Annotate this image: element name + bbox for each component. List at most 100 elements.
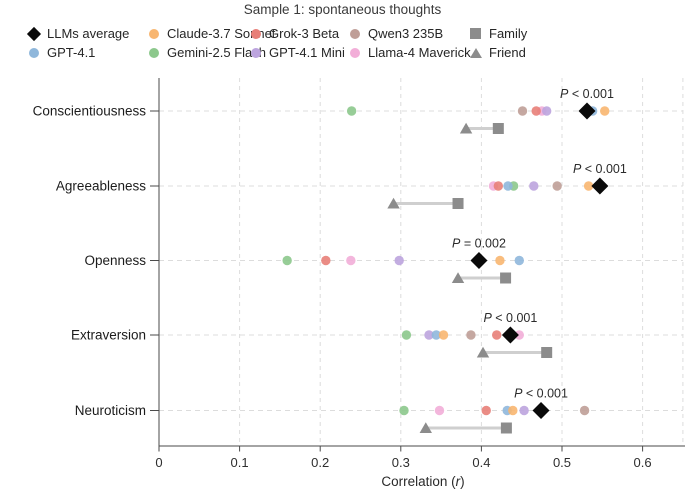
legend-item: Family bbox=[468, 24, 527, 43]
model-dot bbox=[514, 330, 524, 340]
legend-item-label: LLMs average bbox=[47, 26, 130, 41]
model-dot bbox=[346, 106, 357, 116]
p-value-label: P < 0.001 bbox=[573, 162, 627, 176]
dot-marker-icon bbox=[347, 45, 362, 60]
friend-triangle bbox=[459, 122, 473, 134]
model-dot bbox=[401, 330, 412, 340]
trait-label: Conscientiousness bbox=[33, 104, 147, 119]
trait-label: Openness bbox=[84, 253, 146, 268]
family-square bbox=[500, 422, 512, 434]
model-dot bbox=[541, 106, 552, 116]
dot-marker-icon bbox=[146, 45, 161, 60]
model-dot bbox=[431, 330, 441, 340]
model-dot bbox=[438, 330, 449, 340]
model-dot bbox=[508, 405, 518, 416]
friend-triangle bbox=[387, 197, 400, 209]
x-axis-label: Correlation (r) bbox=[381, 474, 464, 489]
legend-item: Qwen3 235B bbox=[347, 24, 471, 43]
legend-item: Friend bbox=[468, 43, 527, 62]
llms-average-diamond bbox=[470, 252, 488, 269]
model-dot bbox=[517, 106, 528, 116]
triangle-marker-icon bbox=[468, 45, 483, 60]
model-dot bbox=[579, 405, 590, 416]
legend-item: Gemini-2.5 Flash bbox=[146, 43, 275, 62]
x-tick-label: 0.1 bbox=[231, 455, 249, 470]
trait-label: Extraversion bbox=[71, 328, 146, 343]
model-dot bbox=[514, 255, 524, 266]
chart-title: Sample 1: spontaneous thoughts bbox=[243, 2, 442, 17]
model-dot bbox=[282, 255, 292, 266]
legend-item: Grok-3 Beta bbox=[248, 24, 345, 43]
square-marker-icon bbox=[468, 26, 483, 41]
model-dot bbox=[529, 181, 539, 191]
dot-marker-icon bbox=[347, 26, 362, 41]
family-square bbox=[500, 272, 512, 284]
legend-item-label: Qwen3 235B bbox=[368, 26, 444, 41]
model-dot bbox=[399, 405, 409, 416]
model-dot bbox=[394, 255, 404, 266]
legend-column: Family Friend bbox=[468, 24, 527, 62]
x-tick-label: 0.4 bbox=[472, 455, 490, 470]
model-dot bbox=[321, 255, 331, 266]
model-dot bbox=[346, 255, 356, 266]
llms-average-diamond bbox=[532, 402, 550, 419]
model-dot bbox=[466, 330, 476, 340]
model-dot bbox=[519, 405, 529, 416]
x-tick-label: 0 bbox=[155, 455, 162, 470]
dot-marker-icon bbox=[26, 45, 41, 60]
legend-item: Claude-3.7 Sonnet bbox=[146, 24, 275, 43]
legend-item-label: Llama-4 Maverick bbox=[368, 45, 471, 60]
trait-label: Agreeableness bbox=[56, 179, 146, 194]
diamond-marker-icon bbox=[26, 26, 41, 41]
x-tick-label: 0.3 bbox=[392, 455, 410, 470]
model-dot bbox=[493, 181, 504, 191]
model-dot bbox=[424, 330, 434, 340]
friend-triangle bbox=[476, 346, 490, 358]
x-tick-label: 0.6 bbox=[634, 455, 652, 470]
dot-marker-icon bbox=[248, 45, 263, 60]
dot-marker-icon bbox=[248, 26, 263, 41]
legend-item: LLMs average bbox=[26, 24, 129, 43]
p-value-label: P < 0.001 bbox=[560, 87, 614, 101]
trait-label: Neuroticism bbox=[75, 403, 146, 418]
plot-area: Conscientiousness P < 0.001 Agreeableness P… bbox=[33, 78, 685, 489]
legend-item-label: Friend bbox=[489, 45, 526, 60]
family-square bbox=[492, 123, 504, 134]
model-dot bbox=[434, 405, 445, 416]
llms-average-diamond bbox=[578, 102, 596, 120]
friend-triangle bbox=[451, 272, 465, 283]
p-value-label: P = 0.002 bbox=[452, 237, 506, 251]
legend-item-label: GPT-4.1 Mini bbox=[269, 45, 345, 60]
legend-column: Qwen3 235B Llama-4 Maverick bbox=[347, 24, 471, 62]
legend-item-label: Grok-3 Beta bbox=[269, 26, 340, 41]
model-dot bbox=[495, 255, 505, 266]
family-square bbox=[452, 198, 464, 209]
legend-column: Claude-3.7 Sonnet Gemini-2.5 Flash bbox=[146, 24, 275, 62]
llms-average-diamond bbox=[501, 326, 519, 344]
dot-marker-icon bbox=[146, 26, 161, 41]
x-tick-label: 0.5 bbox=[553, 455, 571, 470]
legend-item-label: GPT-4.1 bbox=[47, 45, 96, 60]
model-dot bbox=[600, 106, 610, 116]
friend-triangle bbox=[419, 422, 432, 433]
x-tick-label: 0.2 bbox=[311, 455, 329, 470]
model-dot bbox=[583, 181, 594, 191]
legend-item: Llama-4 Maverick bbox=[347, 43, 471, 62]
p-value-label: P < 0.001 bbox=[514, 387, 568, 401]
model-dot bbox=[481, 405, 491, 416]
model-dot bbox=[503, 181, 513, 191]
p-value-label: P < 0.001 bbox=[483, 311, 537, 325]
model-dot bbox=[552, 181, 562, 191]
legend-item-label: Gemini-2.5 Flash bbox=[167, 45, 266, 60]
legend-item: GPT-4.1 Mini bbox=[248, 43, 345, 62]
family-square bbox=[541, 347, 553, 358]
legend-item-label: Family bbox=[489, 26, 528, 41]
llms-average-diamond bbox=[591, 177, 609, 195]
legend-item: GPT-4.1 bbox=[26, 43, 129, 62]
model-dot bbox=[531, 106, 541, 116]
legend-column: Grok-3 Beta GPT-4.1 Mini bbox=[248, 24, 345, 62]
legend-column: LLMs average GPT-4.1 bbox=[26, 24, 129, 62]
model-dot bbox=[492, 330, 502, 340]
legend-item-label: Claude-3.7 Sonnet bbox=[167, 26, 276, 41]
